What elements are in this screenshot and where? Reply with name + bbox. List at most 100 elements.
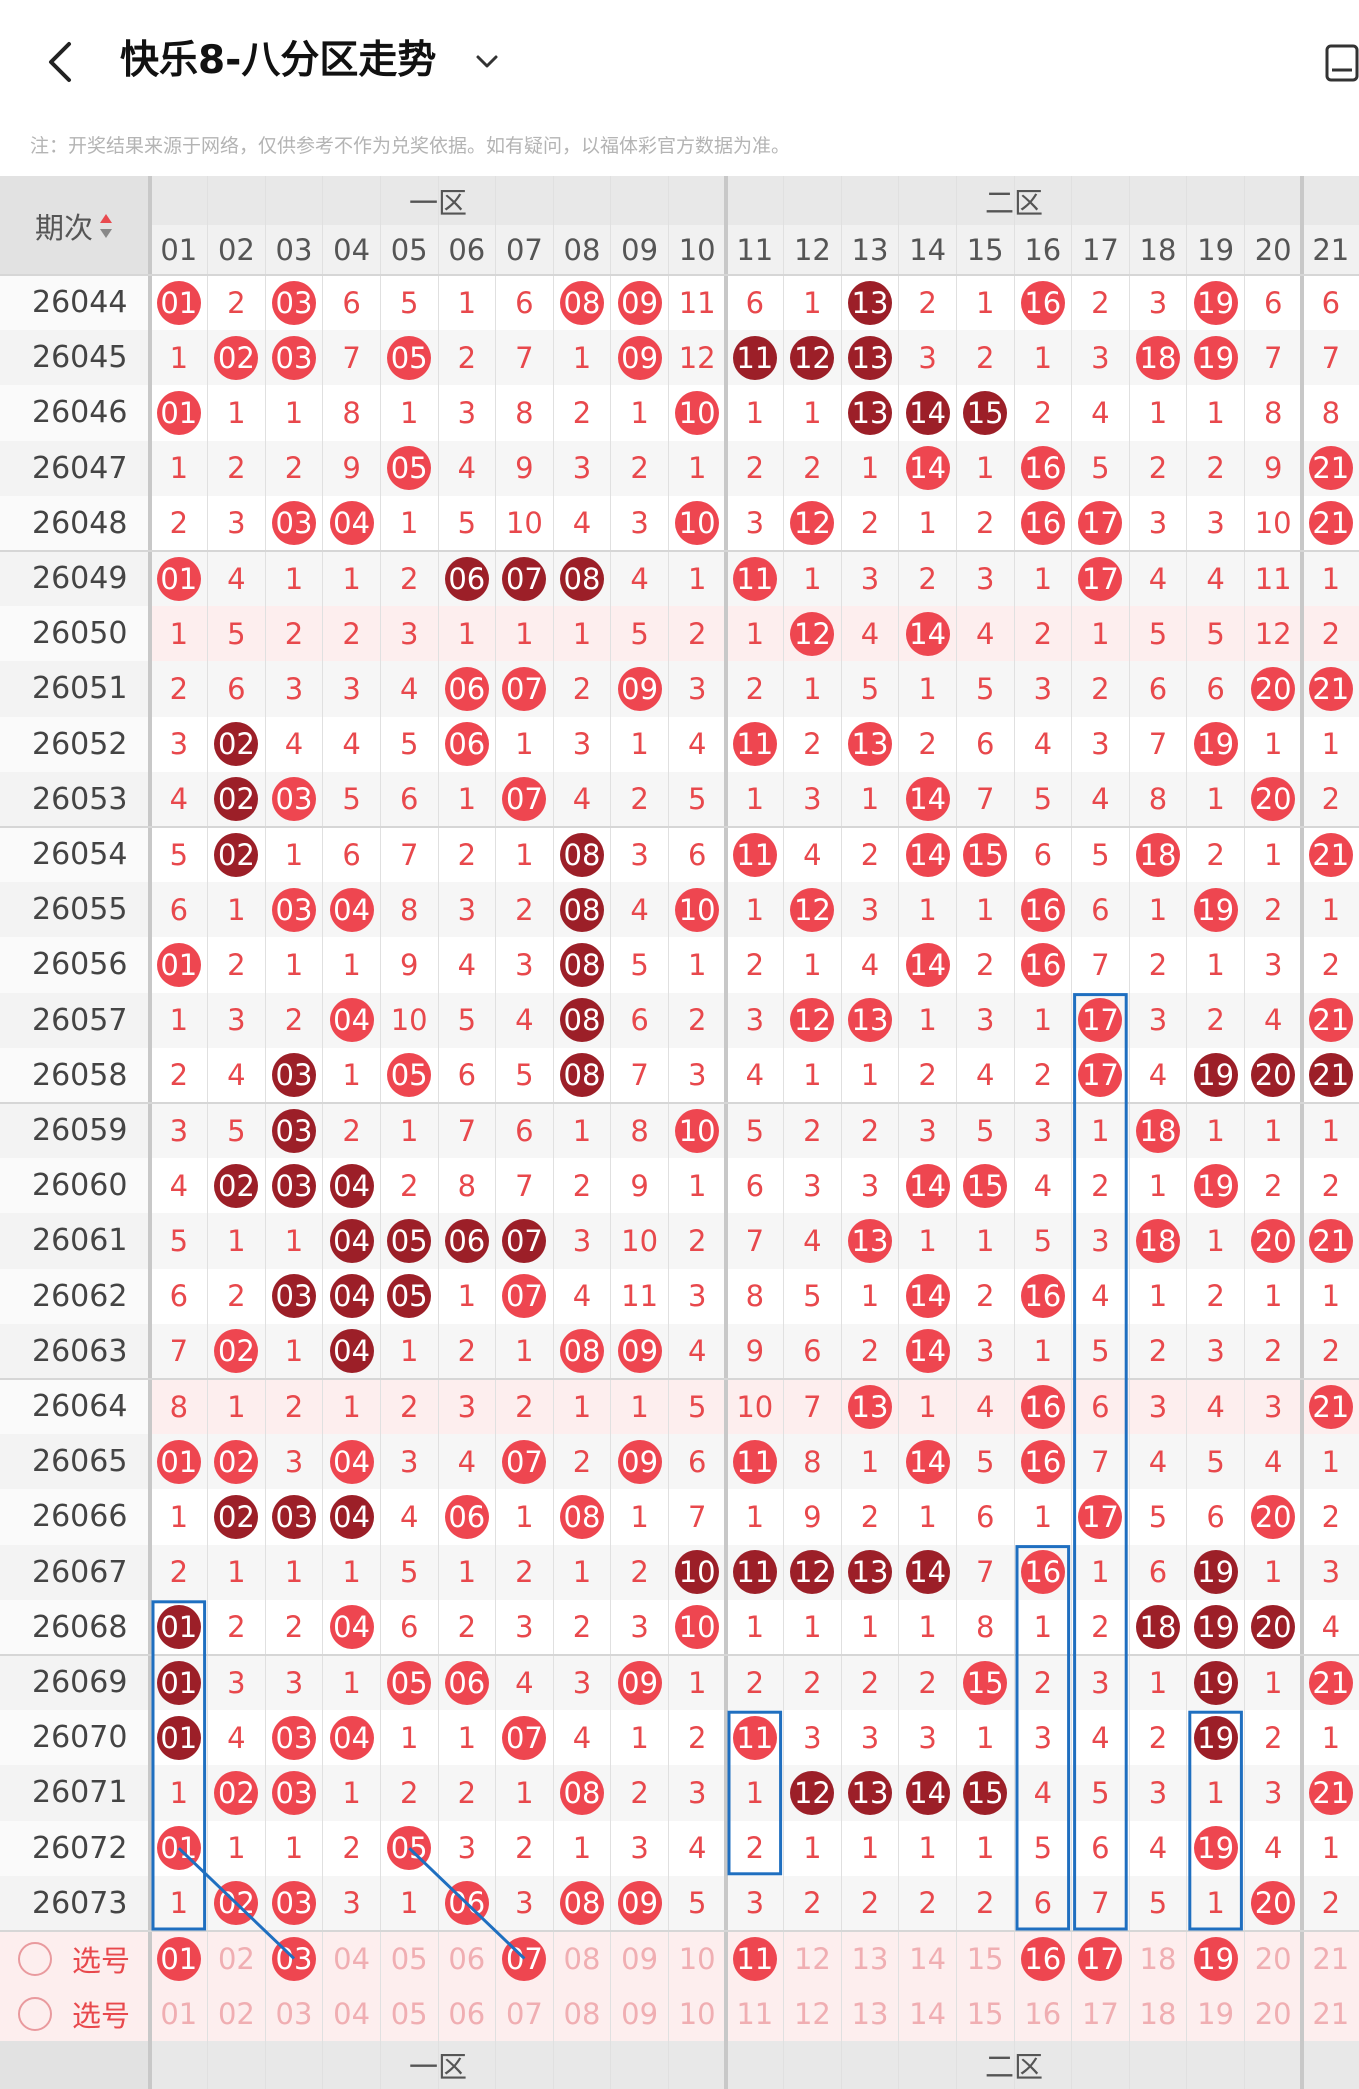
selected-number-ball[interactable]: 11 xyxy=(732,1936,777,1981)
period-number: 26067 xyxy=(32,1554,128,1590)
pick-number[interactable]: 08 xyxy=(563,1941,601,1976)
chevron-down-icon[interactable] xyxy=(472,48,502,76)
pick-number[interactable]: 10 xyxy=(678,1996,716,2031)
drawn-number-ball: 10 xyxy=(675,887,720,932)
pick-number[interactable]: 15 xyxy=(966,1996,1004,2031)
miss-count: 2 xyxy=(745,1831,765,1866)
miss-count: 2 xyxy=(860,506,880,541)
table-cell: 06 xyxy=(438,1876,496,1931)
selected-number-ball[interactable]: 16 xyxy=(1020,1936,1065,1981)
miss-count: 1 xyxy=(457,616,477,651)
miss-count: 3 xyxy=(399,616,419,651)
pick-number[interactable]: 19 xyxy=(1197,1996,1235,2031)
miss-count: 9 xyxy=(745,1334,765,1369)
miss-count: 2 xyxy=(803,451,822,486)
table-cell: 08 xyxy=(553,275,611,330)
pick-number[interactable]: 05 xyxy=(390,1941,428,1976)
pick-number[interactable]: 05 xyxy=(390,1996,428,2031)
period-cell-bg xyxy=(0,882,150,938)
table-cell: 05 xyxy=(380,1213,438,1268)
miss-count: 2 xyxy=(1148,947,1168,982)
pick-number[interactable]: 02 xyxy=(217,1996,255,2031)
pick-number[interactable]: 04 xyxy=(333,1996,371,2031)
zone-divider xyxy=(724,176,728,2089)
pick-number[interactable]: 06 xyxy=(448,1996,486,2031)
pick-number[interactable]: 17 xyxy=(1072,1931,1130,1986)
drawn-number-ball: 14 xyxy=(905,1163,950,1208)
pick-number[interactable]: 12 xyxy=(793,1941,831,1976)
table-cell: 04 xyxy=(323,1158,381,1213)
miss-count: 4 xyxy=(169,782,189,817)
selected-number-ball[interactable]: 19 xyxy=(1193,1936,1238,1981)
pick-number[interactable]: 18 xyxy=(1139,1996,1177,2031)
pick-row-toggle[interactable]: 选号 xyxy=(0,1931,150,1986)
pick-number[interactable]: 11 xyxy=(736,1996,774,2031)
miss-count: 1 xyxy=(284,947,304,982)
pick-number[interactable]: 08 xyxy=(563,1996,601,2031)
pick-number[interactable]: 01 xyxy=(150,1931,208,1986)
period-header[interactable]: 期次 xyxy=(0,176,150,275)
pick-number[interactable]: 07 xyxy=(496,1931,554,1986)
pick-row-toggle[interactable]: 选号 xyxy=(0,1986,150,2041)
pick-number[interactable]: 03 xyxy=(265,1931,323,1986)
pick-number[interactable]: 09 xyxy=(621,1996,659,2031)
miss-count: 2 xyxy=(687,1223,707,1258)
pick-number[interactable]: 15 xyxy=(966,1941,1004,1976)
table-cell: 14 xyxy=(899,1765,957,1820)
pick-number[interactable]: 16 xyxy=(1024,1996,1062,2031)
pick-number[interactable]: 18 xyxy=(1139,1941,1177,1976)
selected-number-ball[interactable]: 07 xyxy=(502,1936,547,1981)
pick-number[interactable]: 16 xyxy=(1014,1931,1072,1986)
radio-circle-icon[interactable] xyxy=(18,1941,52,1976)
miss-count: 7 xyxy=(1148,727,1168,762)
table-cell: 04 xyxy=(323,496,381,551)
period-number: 26065 xyxy=(32,1444,128,1480)
miss-count: 1 xyxy=(1148,892,1168,927)
pick-number[interactable]: 13 xyxy=(851,1996,889,2031)
miss-count: 7 xyxy=(457,1113,477,1148)
drawn-number-ball: 13 xyxy=(847,1770,892,1815)
miss-count: 1 xyxy=(342,1058,361,1093)
pick-number[interactable]: 21 xyxy=(1312,1941,1350,1976)
pick-number[interactable]: 10 xyxy=(678,1941,716,1976)
pick-number[interactable]: 19 xyxy=(1187,1931,1245,1986)
device-icon[interactable] xyxy=(1318,40,1359,84)
miss-count: 11 xyxy=(621,1279,659,1314)
pick-number[interactable]: 12 xyxy=(793,1996,831,2031)
miss-count: 8 xyxy=(745,1279,765,1314)
pick-number[interactable]: 13 xyxy=(851,1941,889,1976)
selected-number-ball[interactable]: 01 xyxy=(156,1936,201,1981)
back-button[interactable] xyxy=(40,34,80,90)
pick-number[interactable]: 09 xyxy=(621,1941,659,1976)
drawn-number-ball: 03 xyxy=(271,1770,316,1815)
selected-number-ball[interactable]: 03 xyxy=(271,1936,316,1981)
pick-number[interactable]: 06 xyxy=(448,1941,486,1976)
pick-number[interactable]: 07 xyxy=(505,1996,543,2031)
pick-number[interactable]: 21 xyxy=(1312,1996,1350,2031)
pick-number[interactable]: 04 xyxy=(333,1941,371,1976)
table-cell: 11 xyxy=(726,1434,784,1489)
pick-number[interactable]: 02 xyxy=(217,1941,255,1976)
pick-number[interactable]: 14 xyxy=(909,1996,947,2031)
table-cell: 09 xyxy=(611,1324,669,1379)
pick-number[interactable]: 20 xyxy=(1254,1996,1292,2031)
radio-circle-icon[interactable] xyxy=(18,1996,52,2031)
miss-count: 2 xyxy=(803,727,822,762)
page-title[interactable]: 快乐8-八分区走势 xyxy=(120,38,437,83)
pick-number[interactable]: 11 xyxy=(726,1931,784,1986)
miss-count: 2 xyxy=(918,1058,937,1093)
miss-count: 1 xyxy=(1033,340,1053,375)
pick-number[interactable]: 03 xyxy=(275,1996,313,2031)
miss-count: 8 xyxy=(630,1113,649,1148)
pick-number[interactable]: 17 xyxy=(1081,1996,1119,2031)
pick-number[interactable]: 20 xyxy=(1254,1941,1292,1976)
selected-number-ball[interactable]: 17 xyxy=(1078,1936,1123,1981)
group-divider xyxy=(0,1930,1359,1932)
miss-count: 1 xyxy=(284,395,304,430)
miss-count: 3 xyxy=(918,1113,937,1148)
drawn-number-ball: 10 xyxy=(675,1605,720,1650)
table-cell: 10 xyxy=(668,1103,726,1158)
pick-number[interactable]: 14 xyxy=(909,1941,947,1976)
drawn-number-ball: 03 xyxy=(271,887,316,932)
pick-number[interactable]: 01 xyxy=(160,1996,198,2031)
